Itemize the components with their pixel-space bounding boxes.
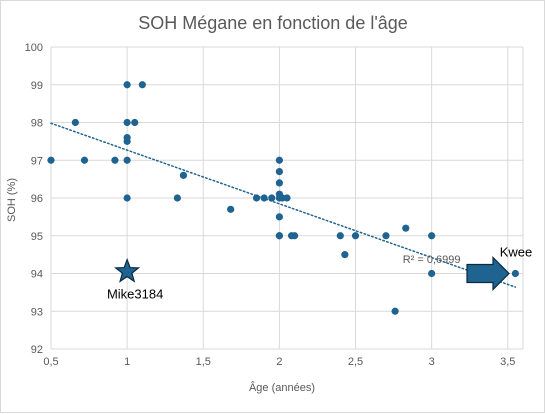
data-point (131, 118, 139, 127)
data-point (123, 81, 131, 89)
data-point (275, 179, 283, 187)
data-point (80, 156, 89, 164)
y-tick-label: 93 (31, 306, 43, 318)
data-point (173, 194, 181, 202)
x-tick-label: 0,5 (43, 356, 58, 368)
y-tick-label: 97 (31, 155, 43, 167)
x-axis-ticks: 0,5 1 1,5 2 2,5 3 3,5 (43, 356, 515, 368)
data-point (47, 156, 55, 164)
y-tick-label: 98 (31, 118, 43, 130)
y-tick-label: 100 (25, 42, 43, 54)
chart-title: SOH Mégane en fonction de l'âge (138, 13, 408, 33)
data-point (341, 251, 349, 259)
data-point (275, 156, 283, 164)
y-tick-label: 94 (31, 269, 43, 281)
annotation-label: Kwee (500, 245, 533, 260)
data-point (428, 232, 436, 240)
y-tick-label: 92 (31, 344, 43, 356)
data-point (71, 118, 79, 127)
star-marker (114, 257, 141, 283)
data-point (123, 194, 131, 202)
x-tick-label: 2,5 (348, 356, 363, 368)
x-tick-label: 3,5 (500, 356, 515, 368)
data-point (111, 156, 119, 164)
data-point (275, 167, 283, 176)
x-tick-label: 1 (124, 356, 130, 368)
data-point (391, 307, 399, 315)
x-tick-label: 2 (276, 356, 282, 368)
data-point (179, 171, 188, 179)
data-point (283, 194, 291, 202)
data-point (511, 269, 519, 278)
y-axis-ticks: 92 93 94 95 96 97 98 99 100 (25, 42, 43, 356)
data-point (123, 118, 131, 127)
data-point (260, 194, 268, 202)
data-point (123, 137, 131, 145)
r-squared-label: R² = 0,6999 (403, 254, 461, 266)
data-point (268, 194, 276, 202)
data-points (47, 81, 519, 315)
annotation-label: Mike3184 (107, 287, 163, 302)
data-point (275, 213, 283, 221)
x-tick-label: 1,5 (196, 356, 211, 368)
y-tick-label: 96 (31, 193, 43, 205)
data-point (123, 156, 131, 164)
data-point (291, 232, 299, 240)
data-point (351, 232, 360, 240)
arrow-marker (466, 256, 510, 291)
data-point (382, 232, 390, 240)
y-tick-label: 99 (31, 80, 43, 92)
y-tick-label: 95 (31, 231, 43, 243)
data-point (252, 194, 261, 202)
data-point (428, 269, 436, 278)
trendline-group: R² = 0,6999 (50, 122, 517, 288)
x-tick-label: 3 (429, 356, 435, 368)
data-point (402, 224, 410, 232)
y-axis-label: SOH (%) (6, 178, 18, 222)
data-point (138, 81, 146, 89)
annotations: Mike3184 Kwee (107, 245, 532, 302)
data-point (275, 232, 283, 240)
data-point (227, 205, 235, 213)
data-point (336, 232, 344, 240)
trendline (50, 122, 517, 288)
x-axis-label: Âge (années) (249, 381, 315, 394)
